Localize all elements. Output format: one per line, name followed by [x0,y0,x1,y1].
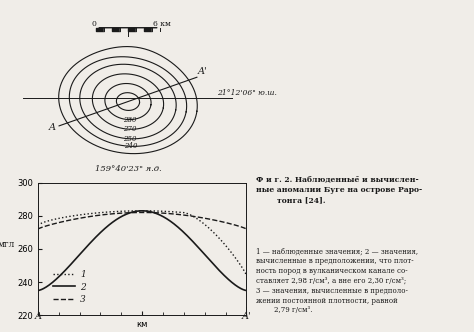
2 [139,209,145,213]
3 [225,221,230,225]
3 [139,210,145,214]
Text: 270: 270 [123,125,136,133]
2 [225,277,230,281]
3 [160,211,165,215]
Text: A: A [48,123,55,132]
3 [164,211,169,215]
3 [35,227,41,231]
Text: 6 км: 6 км [153,20,171,28]
Text: 159°40'23" я.д.: 159°40'23" я.д. [95,165,161,173]
2 [160,214,165,218]
Line: 1: 1 [38,211,246,276]
3 [244,227,249,231]
Text: 0: 0 [92,20,97,28]
2 [211,263,217,267]
Text: 21°12'06" ю.ш.: 21°12'06" ю.ш. [217,89,276,97]
Line: 2: 2 [38,211,246,290]
Y-axis label: мгл: мгл [0,240,15,249]
1 [244,274,249,278]
2 [36,289,41,292]
1 [36,223,41,227]
2 [35,289,41,292]
Text: 250: 250 [123,135,137,143]
Text: Ф и г. 2. Наблюденные̄ и вычислен-
ные аномалии Буге на острове Раро-
        то: Ф и г. 2. Наблюденные̄ и вычислен- ные а… [256,176,422,205]
Text: 1 — наблюденные значения; 2 — значения,
вычисленные в предположении, что плот-
н: 1 — наблюденные значения; 2 — значения, … [256,248,418,314]
Text: A: A [35,312,41,321]
2 [244,289,249,292]
3 [159,211,165,215]
Text: A': A' [198,67,208,76]
1 [164,209,169,213]
3 [211,218,217,222]
Legend: 1, 2, 3: 1, 2, 3 [53,270,86,304]
1 [160,209,165,213]
2 [159,214,165,218]
Line: 3: 3 [38,212,246,229]
Text: 240: 240 [124,142,137,150]
1 [225,246,230,250]
3 [36,227,41,231]
1 [35,224,41,228]
2 [164,216,169,220]
1 [139,209,145,213]
Text: A': A' [242,312,251,321]
1 [211,231,217,235]
Text: |: | [245,307,248,316]
1 [159,209,165,213]
Text: 280: 280 [123,116,136,124]
